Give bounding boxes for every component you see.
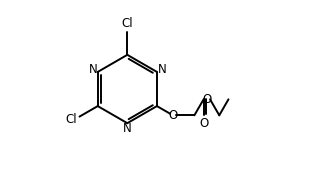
Text: Cl: Cl	[121, 17, 133, 30]
Text: Cl: Cl	[66, 113, 78, 126]
Text: N: N	[157, 63, 166, 76]
Text: O: O	[202, 93, 212, 106]
Text: N: N	[88, 63, 97, 76]
Text: O: O	[168, 109, 178, 122]
Text: O: O	[199, 117, 208, 130]
Text: N: N	[123, 122, 132, 135]
